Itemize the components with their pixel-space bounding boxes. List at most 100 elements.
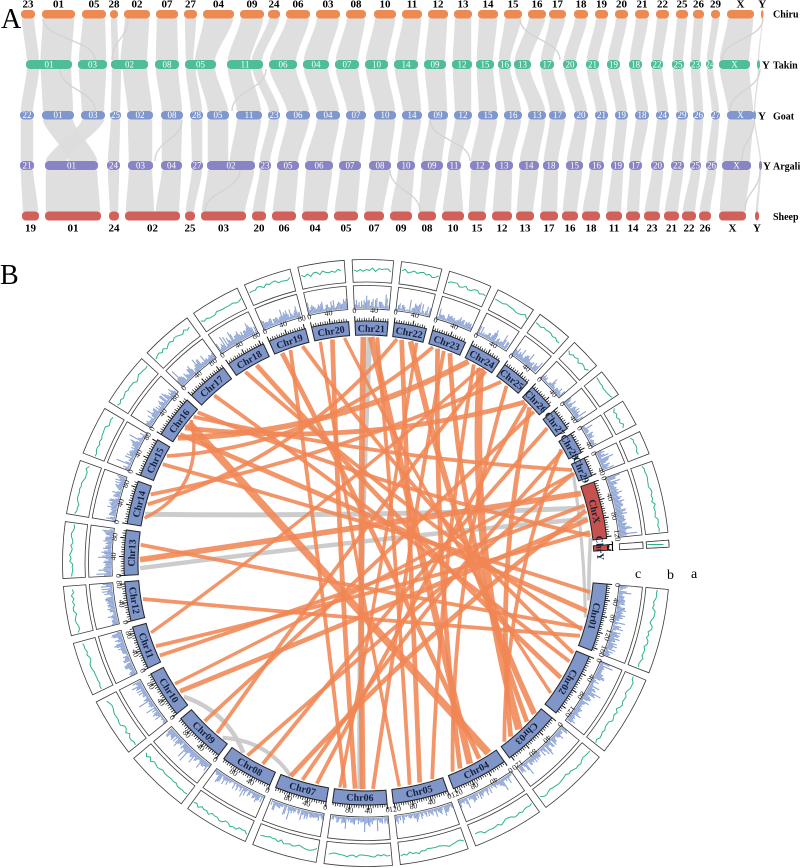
svg-text:0: 0 (121, 619, 131, 625)
svg-text:04: 04 (324, 110, 334, 120)
svg-text:Y: Y (758, 111, 766, 123)
svg-text:01: 01 (45, 59, 54, 69)
svg-text:07: 07 (343, 59, 353, 69)
svg-text:80: 80 (142, 430, 154, 441)
svg-text:10: 10 (372, 59, 382, 69)
svg-text:0: 0 (613, 583, 622, 588)
svg-text:80: 80 (609, 511, 619, 521)
svg-text:03: 03 (323, 0, 335, 11)
svg-text:02: 02 (227, 160, 236, 170)
svg-text:40: 40 (155, 696, 167, 708)
svg-text:12: 12 (459, 110, 468, 120)
svg-text:0: 0 (472, 331, 480, 341)
svg-text:02: 02 (132, 0, 144, 11)
svg-text:21: 21 (588, 59, 597, 69)
svg-text:19: 19 (609, 59, 619, 69)
svg-text:06: 06 (293, 0, 305, 11)
svg-text:15: 15 (508, 0, 520, 11)
svg-text:40: 40 (324, 308, 333, 318)
svg-text:21: 21 (23, 160, 32, 170)
svg-text:Chr06: Chr06 (346, 792, 374, 804)
svg-text:15: 15 (570, 160, 580, 170)
svg-text:20: 20 (616, 0, 628, 11)
svg-text:08: 08 (376, 160, 386, 170)
svg-text:40: 40 (596, 466, 607, 477)
svg-text:25: 25 (691, 160, 701, 170)
svg-text:04: 04 (312, 59, 322, 69)
svg-text:01: 01 (68, 223, 79, 235)
svg-text:16: 16 (509, 110, 519, 120)
svg-text:27: 27 (193, 160, 203, 170)
svg-text:17: 17 (552, 0, 564, 11)
svg-text:10: 10 (380, 0, 392, 11)
svg-text:80: 80 (169, 391, 181, 403)
svg-text:0: 0 (126, 468, 136, 475)
svg-text:18: 18 (638, 110, 648, 120)
svg-text:28: 28 (109, 0, 121, 11)
svg-text:a: a (691, 567, 698, 582)
svg-text:0: 0 (138, 667, 148, 675)
svg-text:80: 80 (409, 801, 419, 811)
svg-text:16: 16 (500, 59, 510, 69)
svg-text:21: 21 (637, 0, 648, 11)
svg-text:0: 0 (507, 351, 515, 361)
svg-text:01: 01 (67, 160, 76, 170)
svg-text:40: 40 (157, 407, 169, 419)
svg-text:0: 0 (599, 475, 609, 482)
svg-text:40: 40 (584, 440, 596, 451)
svg-text:13: 13 (520, 223, 532, 235)
svg-text:0: 0 (385, 805, 390, 814)
svg-text:80: 80 (469, 780, 480, 792)
svg-text:28: 28 (192, 110, 202, 120)
svg-text:0: 0 (506, 766, 514, 776)
svg-text:40: 40 (449, 321, 460, 332)
svg-text:Y: Y (762, 60, 770, 72)
svg-text:16: 16 (592, 160, 602, 170)
svg-text:80: 80 (207, 356, 219, 368)
svg-text:0: 0 (264, 785, 271, 795)
svg-text:20: 20 (566, 59, 576, 69)
svg-text:120: 120 (389, 804, 402, 814)
svg-text:0: 0 (535, 375, 544, 384)
svg-text:04: 04 (167, 160, 177, 170)
svg-text:18: 18 (576, 0, 588, 11)
svg-text:13: 13 (518, 59, 528, 69)
svg-text:40: 40 (427, 796, 437, 807)
svg-text:0: 0 (558, 399, 568, 408)
svg-text:0: 0 (112, 519, 122, 524)
svg-text:80: 80 (607, 614, 618, 624)
svg-text:Y: Y (758, 0, 766, 11)
svg-text:40: 40 (130, 648, 141, 659)
svg-text:05: 05 (89, 0, 101, 11)
svg-text:20: 20 (254, 223, 266, 235)
svg-text:80: 80 (110, 532, 120, 541)
svg-text:40: 40 (233, 339, 244, 351)
svg-text:0: 0 (147, 425, 157, 433)
svg-text:b: b (667, 568, 674, 583)
svg-text:07: 07 (369, 223, 381, 235)
svg-text:12: 12 (497, 223, 509, 235)
svg-text:03: 03 (88, 59, 98, 69)
svg-text:14: 14 (402, 59, 412, 69)
svg-text:0: 0 (168, 713, 178, 722)
svg-text:05: 05 (196, 59, 206, 69)
svg-text:80: 80 (297, 313, 307, 324)
svg-text:18: 18 (547, 160, 557, 170)
svg-text:40: 40 (132, 448, 144, 459)
svg-text:Chr21: Chr21 (358, 324, 385, 336)
svg-text:Y: Y (753, 223, 761, 235)
svg-text:40: 40 (245, 776, 256, 788)
svg-text:120: 120 (602, 628, 614, 642)
svg-text:19: 19 (617, 110, 627, 120)
svg-text:07: 07 (352, 110, 362, 120)
svg-text:22: 22 (657, 0, 669, 11)
svg-text:03: 03 (89, 110, 99, 120)
svg-text:0: 0 (179, 383, 188, 392)
svg-text:X: X (737, 0, 745, 11)
svg-text:14: 14 (525, 160, 535, 170)
svg-text:12: 12 (433, 0, 445, 11)
svg-text:22: 22 (23, 110, 32, 120)
svg-text:24: 24 (706, 59, 716, 69)
svg-text:80: 80 (345, 805, 354, 815)
svg-text:05: 05 (284, 160, 294, 170)
